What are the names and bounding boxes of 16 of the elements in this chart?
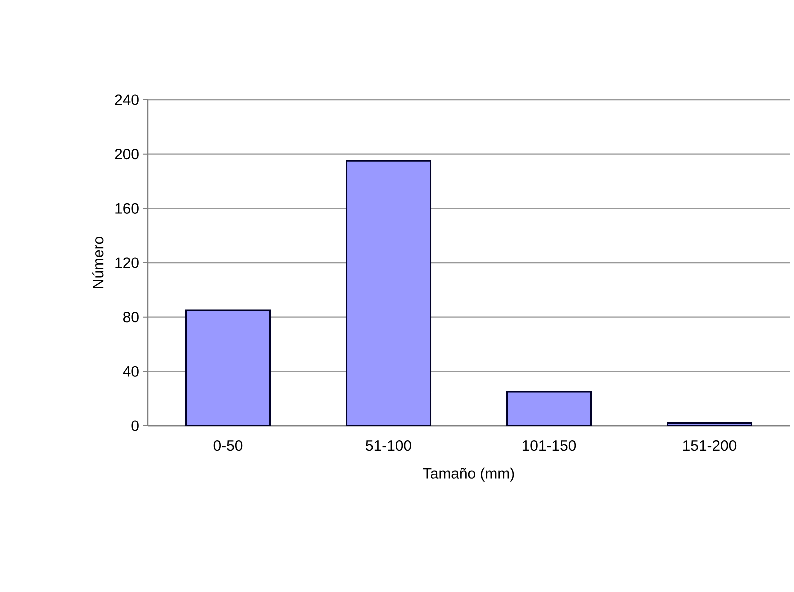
- bar: [506, 391, 592, 426]
- x-tick-label: 151-200: [683, 440, 737, 452]
- x-axis-title: Tamaño (mm): [423, 468, 514, 482]
- x-tick-label: 101-150: [522, 440, 576, 452]
- x-tick-label: 0-50: [214, 440, 243, 452]
- y-tick-label: 80: [124, 312, 139, 323]
- y-tick-label: 0: [132, 420, 139, 432]
- y-tick-label: 200: [115, 149, 139, 160]
- y-tick-label: 240: [115, 94, 139, 106]
- y-tick-label: 160: [116, 203, 139, 214]
- x-tick-label: 51-100: [366, 440, 412, 452]
- y-axis-title: Número: [92, 237, 104, 288]
- bar: [346, 160, 432, 426]
- y-tick-label: 120: [116, 258, 139, 268]
- y-tick-label: 40: [123, 366, 139, 377]
- bar: [186, 310, 272, 426]
